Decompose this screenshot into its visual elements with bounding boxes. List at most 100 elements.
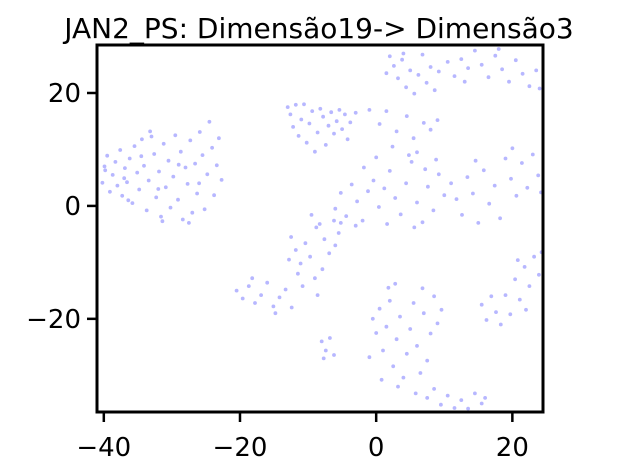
data-point [123, 166, 127, 171]
data-point [421, 121, 426, 125]
data-point [168, 205, 173, 210]
data-point [187, 221, 191, 225]
data-point [296, 134, 301, 138]
data-point [161, 141, 166, 146]
x-tick-label: −40 [76, 433, 131, 463]
data-point [126, 198, 131, 203]
data-point [536, 173, 541, 178]
data-point [479, 401, 484, 406]
data-point [483, 396, 487, 400]
data-point [391, 364, 396, 369]
data-point [377, 306, 382, 311]
data-point [176, 162, 181, 167]
data-point [416, 73, 421, 77]
data-point [210, 145, 215, 150]
data-point [212, 193, 217, 198]
data-point [178, 149, 183, 154]
data-point [205, 172, 210, 177]
data-point [384, 109, 389, 113]
data-point [408, 327, 413, 331]
data-point [420, 286, 425, 291]
data-point [537, 272, 541, 277]
data-point [436, 172, 441, 177]
data-point [122, 176, 127, 181]
data-point [304, 140, 309, 145]
data-point [289, 305, 294, 310]
data-point [154, 195, 159, 200]
data-point [387, 54, 392, 59]
data-point [494, 310, 498, 314]
data-point [265, 280, 270, 285]
data-point [520, 71, 525, 76]
data-point [353, 223, 358, 228]
data-point [139, 154, 144, 159]
data-point [321, 356, 326, 361]
data-point [338, 191, 343, 195]
data-points [100, 47, 544, 411]
data-point [514, 193, 519, 198]
data-point [452, 74, 457, 78]
data-point [137, 187, 142, 192]
data-point [277, 295, 282, 300]
data-point [522, 265, 527, 269]
data-point [435, 118, 440, 122]
data-point [313, 276, 317, 281]
data-point [377, 122, 382, 126]
plot-frame [95, 43, 545, 414]
data-point [385, 222, 389, 226]
chart-title: JAN2_PS: Dimensão19-> Dimensão3 [62, 12, 574, 45]
data-point [157, 169, 161, 174]
data-point [374, 155, 379, 160]
data-point [393, 196, 398, 200]
data-point [207, 119, 212, 124]
data-point [326, 123, 331, 128]
data-point [462, 79, 467, 84]
data-point [466, 406, 470, 411]
data-point [219, 178, 224, 182]
data-point [149, 134, 154, 139]
y-tick-label: −20 [26, 305, 81, 335]
data-point [392, 64, 396, 68]
data-point [426, 184, 430, 189]
data-point [493, 53, 498, 58]
data-point [507, 79, 511, 84]
data-point [401, 375, 406, 380]
data-point [510, 146, 515, 151]
data-point [377, 205, 381, 209]
data-point [309, 213, 314, 217]
data-point [315, 293, 320, 297]
data-point [532, 254, 536, 259]
data-point [436, 69, 441, 74]
data-point [140, 137, 144, 142]
data-point [412, 225, 417, 230]
data-point [534, 68, 539, 73]
data-point [415, 344, 419, 348]
data-point [404, 181, 408, 186]
data-point [442, 193, 447, 198]
data-point [370, 316, 375, 321]
data-point [421, 311, 426, 316]
data-point [197, 181, 202, 186]
data-point [407, 153, 411, 158]
data-point [432, 88, 437, 93]
data-point [386, 285, 391, 290]
data-point [100, 180, 105, 185]
data-point [496, 47, 501, 51]
data-point [105, 153, 110, 158]
data-point [381, 348, 385, 353]
data-point [404, 351, 409, 356]
data-point [525, 185, 530, 190]
data-point [152, 152, 157, 156]
data-point [322, 237, 327, 242]
data-point [202, 207, 207, 212]
data-point [412, 91, 417, 96]
data-point [293, 248, 298, 252]
data-point [371, 178, 376, 183]
data-point [445, 393, 450, 398]
data-point [524, 307, 528, 312]
data-point [323, 143, 328, 147]
data-point [355, 199, 359, 204]
data-point [163, 185, 168, 190]
data-point [332, 131, 336, 136]
